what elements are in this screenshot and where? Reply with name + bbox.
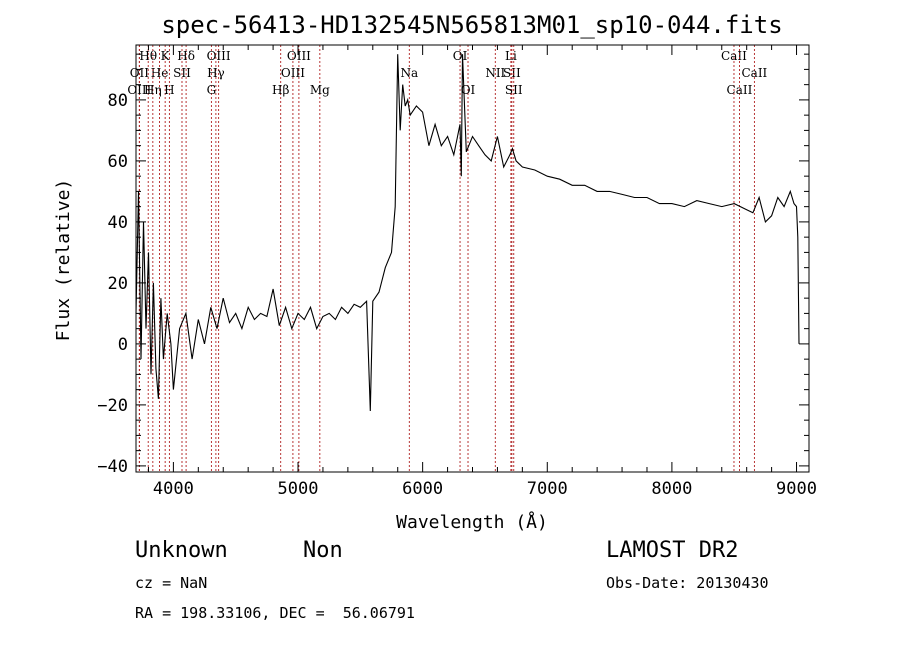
x-tick-label: 9000 [776,479,817,499]
marker-label: Mg [310,83,330,97]
marker-label: CaII [721,49,747,63]
marker-label: He [151,66,169,80]
marker-label: K [161,49,171,63]
marker-label: G [207,83,217,97]
chart-title: spec-56413-HD132545N565813M01_sp10-044.f… [161,11,782,39]
marker-label: OIII [287,49,311,63]
marker-label: SII [173,66,191,80]
marker-label: Hβ [272,83,289,97]
marker-label: SII [505,83,523,97]
y-tick-label: 60 [108,152,128,172]
x-tick-label: 5000 [278,479,319,499]
marker-label: CaII [741,66,767,80]
marker-label: OI [461,83,476,97]
y-tick-label: 20 [108,274,128,294]
x-tick-label: 7000 [527,479,568,499]
marker-label: Li [505,49,517,63]
y-tick-label: 40 [108,213,128,233]
obs-date: Obs-Date: 20130430 [606,574,769,592]
marker-label: OIII [207,49,231,63]
x-tick-label: 4000 [153,479,194,499]
marker-label: OIII [281,66,305,80]
spectrum-line [136,54,799,411]
marker-label: Hη [144,83,162,97]
marker-label: CaII [727,83,753,97]
marker-label: Hδ [177,49,195,63]
x-axis-label: Wavelength (Å) [396,511,548,533]
y-tick-label: 80 [108,91,128,111]
y-tick-label: −20 [97,396,128,416]
cz-value: cz = NaN [135,574,207,592]
axes: 4000 5000 6000 7000 8000 9000 −40 −20 0 20 40 60 80 [97,45,817,499]
subclass-label: Non [303,538,343,563]
marker-label: SII [503,66,521,80]
survey-label: LAMOST DR2 [606,538,738,563]
coordinates: RA = 198.33106, DEC = 56.06791 [135,604,415,622]
y-tick-label: −40 [97,457,128,477]
marker-label: Hγ [207,66,225,80]
y-tick-label: 0 [118,335,128,355]
x-tick-label: 6000 [402,479,443,499]
plot-frame [136,45,809,472]
class-label: Unknown [135,538,228,563]
y-axis-label: Flux (relative) [53,179,74,342]
marker-label: H [164,83,174,97]
marker-label: OI [453,49,468,63]
x-tick-label: 8000 [651,479,692,499]
marker-label: Hθ [139,49,157,63]
plot-area [136,54,799,411]
marker-label: Na [400,66,418,80]
